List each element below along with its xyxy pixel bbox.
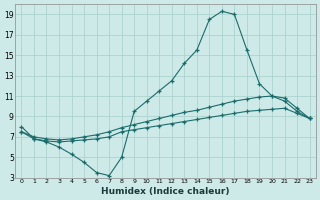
X-axis label: Humidex (Indice chaleur): Humidex (Indice chaleur) bbox=[101, 187, 230, 196]
